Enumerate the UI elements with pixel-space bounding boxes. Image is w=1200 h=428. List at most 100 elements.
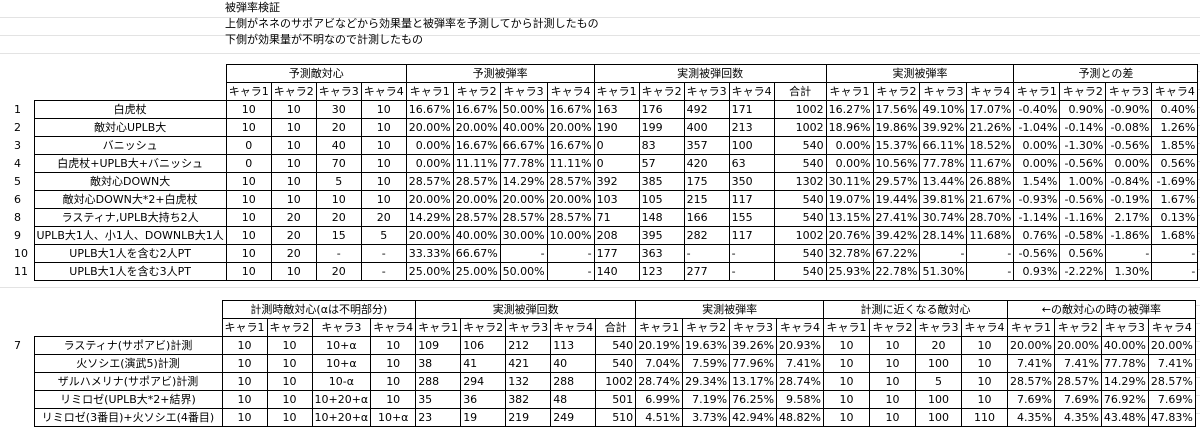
- column-header[interactable]: キャラ1: [1007, 318, 1055, 337]
- rate-cell[interactable]: 28.57%: [1053, 372, 1102, 391]
- hits-cell[interactable]: 392: [593, 172, 640, 191]
- column-header[interactable]: キャラ2: [452, 82, 501, 101]
- hate-cell[interactable]: 10: [270, 172, 317, 191]
- total-cell[interactable]: 540: [773, 136, 827, 155]
- rate-cell[interactable]: 47.83%: [1147, 408, 1196, 427]
- hate-cell[interactable]: 10: [370, 390, 417, 409]
- total-cell[interactable]: 540: [595, 354, 637, 373]
- hate-cell[interactable]: 40: [315, 136, 362, 155]
- row-name[interactable]: UPLB大1人を含む2人PT: [33, 244, 227, 263]
- meas-cell[interactable]: -: [966, 244, 1015, 263]
- near-cell[interactable]: 20: [915, 336, 962, 355]
- diff-cell[interactable]: 0.00%: [1105, 154, 1153, 173]
- meas-cell[interactable]: 42.94%: [729, 408, 778, 427]
- rate-cell[interactable]: 20.00%: [1147, 336, 1196, 355]
- rate-cell[interactable]: 7.69%: [1007, 390, 1055, 409]
- diff-cell[interactable]: -2.22%: [1059, 262, 1107, 281]
- group-header[interactable]: 実測被弾回数: [593, 64, 827, 83]
- blank-cell[interactable]: [0, 319, 222, 337]
- hate-cell[interactable]: -: [360, 244, 407, 263]
- diff-cell[interactable]: 1.85%: [1151, 136, 1199, 155]
- column-header[interactable]: キャラ4: [546, 82, 595, 101]
- hits-cell[interactable]: 106: [460, 336, 507, 355]
- near-cell[interactable]: 10: [961, 372, 1008, 391]
- hate-cell[interactable]: 10: [360, 154, 407, 173]
- row-name[interactable]: リミロゼ(UPLB大*2+結界): [33, 390, 223, 409]
- pred-cell[interactable]: 10.00%: [546, 226, 595, 245]
- diff-cell[interactable]: 1.00%: [1059, 172, 1107, 191]
- meas-cell[interactable]: 7.41%: [776, 354, 824, 373]
- meas-cell[interactable]: 39.26%: [729, 336, 778, 355]
- hits-cell[interactable]: 382: [505, 390, 552, 409]
- hits-cell[interactable]: 57: [638, 154, 685, 173]
- column-header[interactable]: キャラ1: [415, 318, 462, 337]
- hate-cell[interactable]: 10: [225, 226, 272, 245]
- meas-cell[interactable]: 20.19%: [635, 336, 684, 355]
- column-header[interactable]: キャラ4: [1147, 318, 1196, 337]
- pred-cell[interactable]: 77.78%: [499, 154, 548, 173]
- pred-cell[interactable]: 0.00%: [405, 154, 454, 173]
- meas-cell[interactable]: 13.17%: [729, 372, 778, 391]
- near-cell[interactable]: 10: [823, 354, 870, 373]
- pred-cell[interactable]: 28.57%: [546, 172, 595, 191]
- row-number[interactable]: 8: [14, 211, 21, 224]
- note-line-top[interactable]: 上側がネネのサポアビなどから効果量と被弾率を予測してから計測したもの: [225, 17, 599, 30]
- hits-cell[interactable]: 103: [593, 190, 640, 209]
- pred-cell[interactable]: -: [546, 262, 595, 281]
- meas-cell[interactable]: 48.82%: [776, 408, 824, 427]
- meas-cell[interactable]: 18.96%: [825, 118, 874, 137]
- hits-cell[interactable]: 175: [683, 172, 730, 191]
- pred-cell[interactable]: 16.67%: [452, 136, 501, 155]
- rate-cell[interactable]: 40.00%: [1100, 336, 1149, 355]
- hits-cell[interactable]: 63: [728, 154, 775, 173]
- diff-cell[interactable]: -: [1105, 244, 1153, 263]
- blank-cell[interactable]: [0, 65, 226, 83]
- column-header[interactable]: キャラ2: [869, 318, 916, 337]
- column-header[interactable]: キャラ1: [593, 82, 640, 101]
- hate-cell[interactable]: 10: [370, 354, 417, 373]
- diff-cell[interactable]: 0.76%: [1013, 226, 1061, 245]
- row-number[interactable]: 5: [14, 175, 21, 188]
- meas-cell[interactable]: 77.96%: [729, 354, 778, 373]
- hits-cell[interactable]: -: [728, 262, 775, 281]
- diff-cell[interactable]: 0.40%: [1151, 100, 1199, 119]
- near-cell[interactable]: 10: [961, 354, 1008, 373]
- near-cell[interactable]: 10: [823, 408, 870, 427]
- diff-cell[interactable]: -0.84%: [1105, 172, 1153, 191]
- hits-cell[interactable]: 400: [683, 118, 730, 137]
- hate-cell[interactable]: 10: [370, 336, 417, 355]
- row-number[interactable]: 2: [14, 121, 21, 134]
- meas-cell[interactable]: 0.00%: [825, 136, 874, 155]
- hits-cell[interactable]: 177: [593, 244, 640, 263]
- meas-cell[interactable]: 67.22%: [872, 244, 921, 263]
- group-header[interactable]: 実測被弾率: [635, 300, 824, 319]
- column-header[interactable]: キャラ3: [1105, 82, 1153, 101]
- hits-cell[interactable]: 0: [593, 154, 640, 173]
- hits-cell[interactable]: 208: [593, 226, 640, 245]
- hits-cell[interactable]: 123: [638, 262, 685, 281]
- meas-cell[interactable]: 20.93%: [776, 336, 824, 355]
- rate-cell[interactable]: 4.35%: [1007, 408, 1055, 427]
- diff-cell[interactable]: 0.93%: [1013, 262, 1061, 281]
- meas-cell[interactable]: 11.67%: [966, 154, 1015, 173]
- rate-cell[interactable]: 20.00%: [1053, 336, 1102, 355]
- near-cell[interactable]: 10: [823, 390, 870, 409]
- hate-cell[interactable]: 10+α: [311, 336, 372, 355]
- column-header[interactable]: キャラ1: [825, 82, 874, 101]
- hate-cell[interactable]: 10: [270, 136, 317, 155]
- pred-cell[interactable]: 30.00%: [499, 226, 548, 245]
- hate-cell[interactable]: 10: [270, 262, 317, 281]
- row-name[interactable]: UPLB大1人を含む3人PT: [33, 262, 227, 281]
- near-cell[interactable]: 100: [915, 354, 962, 373]
- diff-cell[interactable]: 1.68%: [1151, 226, 1199, 245]
- row-number[interactable]: 7: [14, 339, 21, 352]
- diff-cell[interactable]: -1.16%: [1059, 208, 1107, 227]
- hate-cell[interactable]: 10+20+α: [311, 408, 372, 427]
- row-number[interactable]: 11: [14, 265, 28, 278]
- total-cell[interactable]: 1002: [773, 100, 827, 119]
- near-cell[interactable]: 5: [915, 372, 962, 391]
- row-number[interactable]: [0, 373, 34, 391]
- diff-cell[interactable]: -: [1151, 244, 1199, 263]
- pred-cell[interactable]: 11.11%: [546, 154, 595, 173]
- hate-cell[interactable]: 10: [221, 354, 268, 373]
